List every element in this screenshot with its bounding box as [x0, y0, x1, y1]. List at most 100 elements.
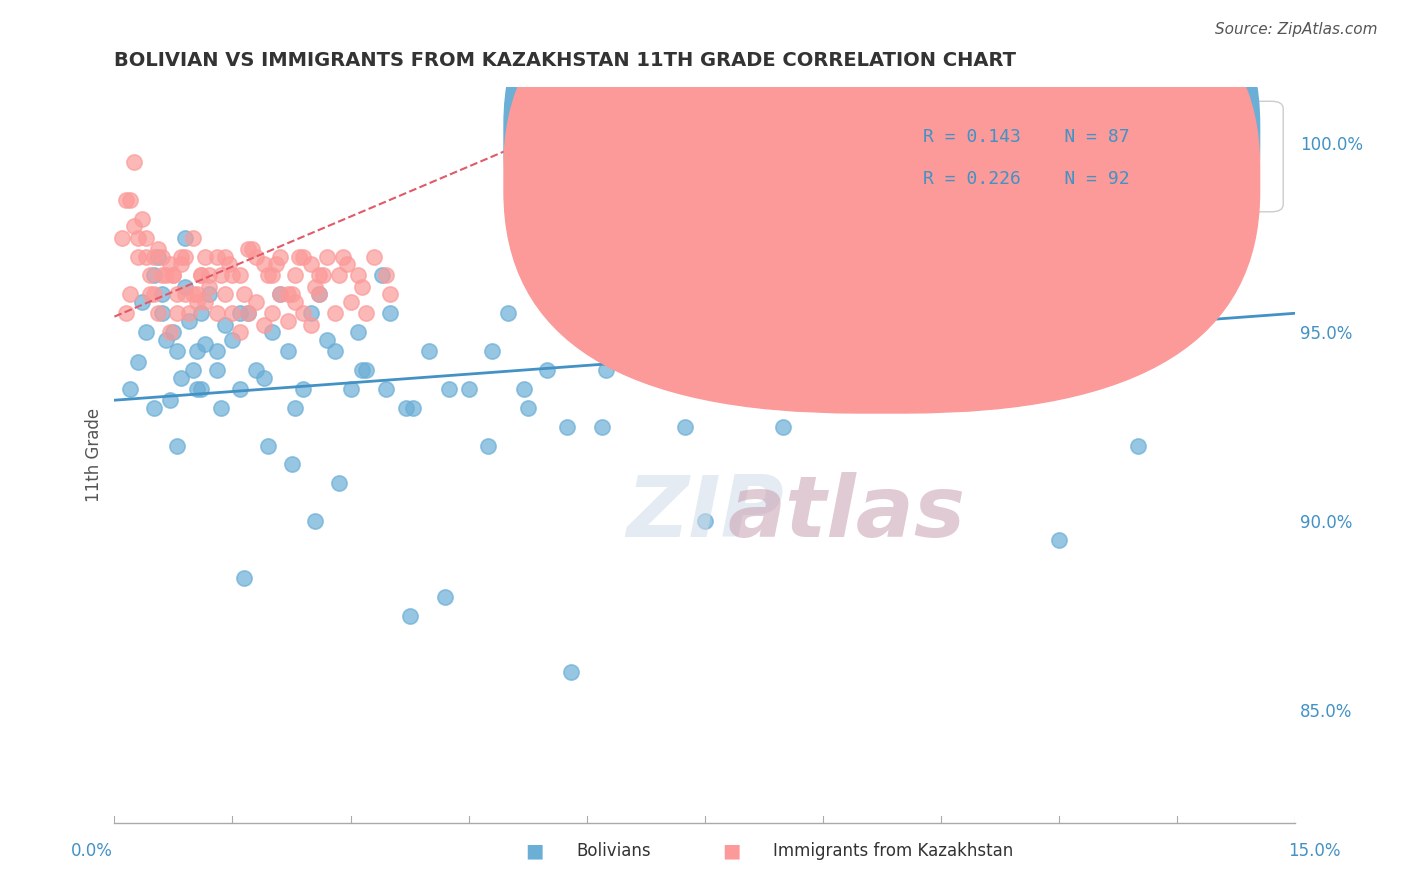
- Point: [122, 155, 145, 169]
- Point: [135, 230, 157, 244]
- Point: [229, 382, 252, 396]
- Point: [170, 250, 193, 264]
- Point: [512, 382, 534, 396]
- Point: [179, 306, 201, 320]
- Point: [378, 287, 401, 301]
- Point: [135, 325, 157, 339]
- Point: [560, 665, 582, 680]
- Point: [352, 363, 374, 377]
- Point: [1126, 438, 1149, 452]
- Point: [162, 268, 184, 283]
- Text: BOLIVIAN VS IMMIGRANTS FROM KAZAKHSTAN 11TH GRADE CORRELATION CHART: BOLIVIAN VS IMMIGRANTS FROM KAZAKHSTAN 1…: [114, 51, 1017, 70]
- Point: [245, 363, 267, 377]
- Point: [127, 230, 149, 244]
- Point: [186, 294, 208, 309]
- Point: [135, 250, 157, 264]
- Point: [323, 306, 346, 320]
- Point: [174, 287, 197, 301]
- Point: [205, 250, 228, 264]
- Point: [418, 344, 440, 359]
- Point: [339, 294, 361, 309]
- Point: [159, 325, 181, 339]
- Point: [186, 287, 208, 301]
- Point: [233, 287, 256, 301]
- Point: [356, 363, 378, 377]
- Point: [654, 325, 676, 339]
- Text: Source: ZipAtlas.com: Source: ZipAtlas.com: [1215, 22, 1378, 37]
- Point: [481, 344, 503, 359]
- Point: [733, 306, 755, 320]
- Point: [190, 268, 212, 283]
- Point: [155, 333, 177, 347]
- Point: [122, 219, 145, 234]
- Point: [205, 306, 228, 320]
- Point: [181, 287, 204, 301]
- Text: 15.0%: 15.0%: [1288, 842, 1341, 860]
- FancyBboxPatch shape: [503, 0, 1260, 371]
- Point: [811, 325, 834, 339]
- Point: [555, 419, 578, 434]
- Point: [166, 306, 188, 320]
- Point: [127, 250, 149, 264]
- Point: [284, 268, 307, 283]
- Point: [209, 268, 232, 283]
- Point: [166, 344, 188, 359]
- Point: [115, 306, 138, 320]
- Point: [181, 363, 204, 377]
- Point: [693, 514, 716, 528]
- Point: [264, 257, 287, 271]
- Point: [328, 268, 350, 283]
- FancyBboxPatch shape: [835, 102, 1284, 211]
- Point: [198, 287, 221, 301]
- Text: ZIP: ZIP: [626, 473, 783, 556]
- Point: [229, 325, 252, 339]
- Point: [437, 382, 460, 396]
- Point: [277, 314, 299, 328]
- Point: [433, 590, 456, 604]
- Point: [221, 306, 243, 320]
- Point: [299, 257, 322, 271]
- Point: [150, 287, 173, 301]
- Point: [339, 382, 361, 396]
- Point: [536, 363, 558, 377]
- Point: [496, 306, 519, 320]
- Point: [205, 363, 228, 377]
- Point: [190, 268, 212, 283]
- Point: [214, 318, 236, 332]
- Point: [269, 287, 291, 301]
- Point: [1047, 533, 1070, 547]
- Point: [260, 268, 283, 283]
- Point: [174, 230, 197, 244]
- Point: [221, 333, 243, 347]
- Point: [170, 370, 193, 384]
- Point: [198, 268, 221, 283]
- Point: [371, 268, 394, 283]
- Point: [292, 250, 315, 264]
- Point: [292, 382, 315, 396]
- Point: [214, 250, 236, 264]
- Point: [284, 294, 307, 309]
- Point: [673, 419, 696, 434]
- Point: [394, 401, 416, 415]
- Point: [591, 419, 613, 434]
- Point: [238, 306, 260, 320]
- Point: [323, 344, 346, 359]
- Point: [308, 287, 330, 301]
- Text: atlas: atlas: [727, 473, 966, 556]
- Point: [516, 401, 538, 415]
- Point: [190, 306, 212, 320]
- Point: [245, 250, 267, 264]
- Point: [304, 514, 326, 528]
- Point: [162, 268, 184, 283]
- Point: [139, 287, 162, 301]
- Point: [209, 401, 232, 415]
- Point: [269, 250, 291, 264]
- Point: [477, 438, 499, 452]
- Point: [238, 242, 260, 256]
- Text: Bolivians: Bolivians: [576, 842, 651, 860]
- Point: [155, 268, 177, 283]
- Point: [240, 242, 263, 256]
- Point: [174, 250, 197, 264]
- Point: [260, 306, 283, 320]
- Point: [150, 306, 173, 320]
